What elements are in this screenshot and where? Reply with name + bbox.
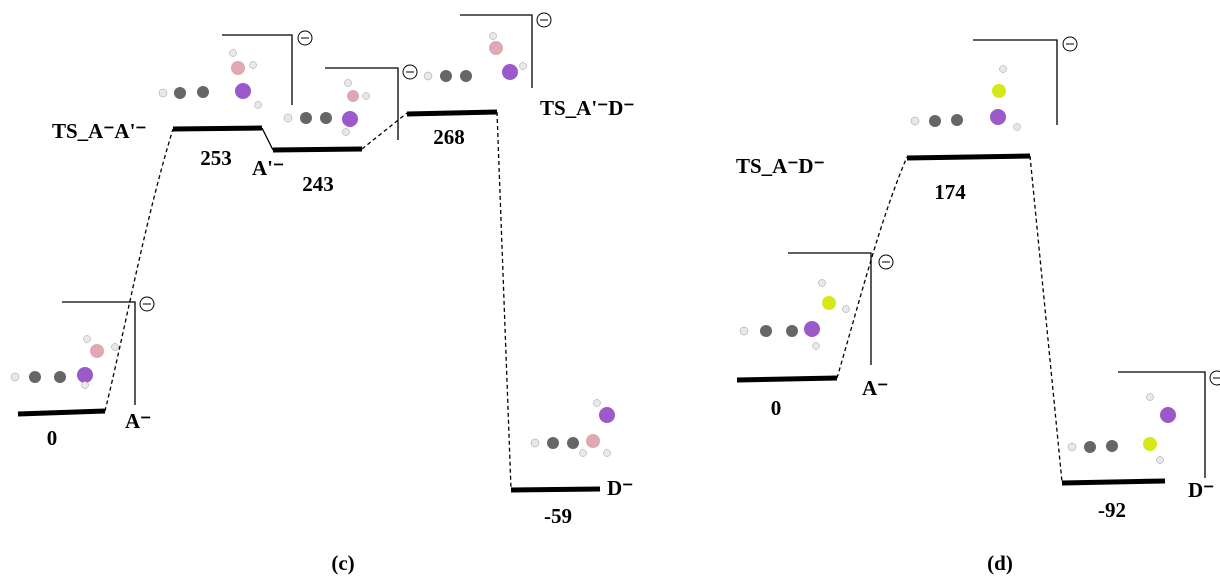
charge-symbols <box>139 12 1220 386</box>
energy-value: 243 <box>302 172 334 196</box>
energy-value: -59 <box>544 504 572 528</box>
state-label: TS_A⁻A'⁻ <box>52 119 147 143</box>
state-label: D⁻ <box>607 476 633 500</box>
energy-value: 174 <box>934 180 966 204</box>
level-bars <box>17 109 1166 493</box>
energy-value: 253 <box>200 146 232 170</box>
connectors <box>104 111 1063 490</box>
energy-value: 0 <box>47 426 58 450</box>
state-label: TS_A'⁻D⁻ <box>540 96 635 120</box>
panel-caption: (d) <box>987 551 1013 575</box>
state-label: TS_A⁻D⁻ <box>736 154 825 178</box>
energy-value: 0 <box>771 396 782 420</box>
panel-caption: (c) <box>331 551 354 575</box>
state-label: A⁻ <box>125 409 151 433</box>
state-label: A⁻ <box>862 376 888 400</box>
molecules <box>10 32 1176 464</box>
energy-value: 268 <box>433 125 465 149</box>
charge-brackets <box>62 14 1206 478</box>
labels: A⁻ 0 TS_A⁻A'⁻ 253 A'⁻ 243 TS_A'⁻D⁻ 268 D… <box>47 96 1215 575</box>
energy-value: -92 <box>1098 498 1126 522</box>
state-label: D⁻ <box>1188 478 1214 502</box>
state-label: A'⁻ <box>252 156 284 180</box>
